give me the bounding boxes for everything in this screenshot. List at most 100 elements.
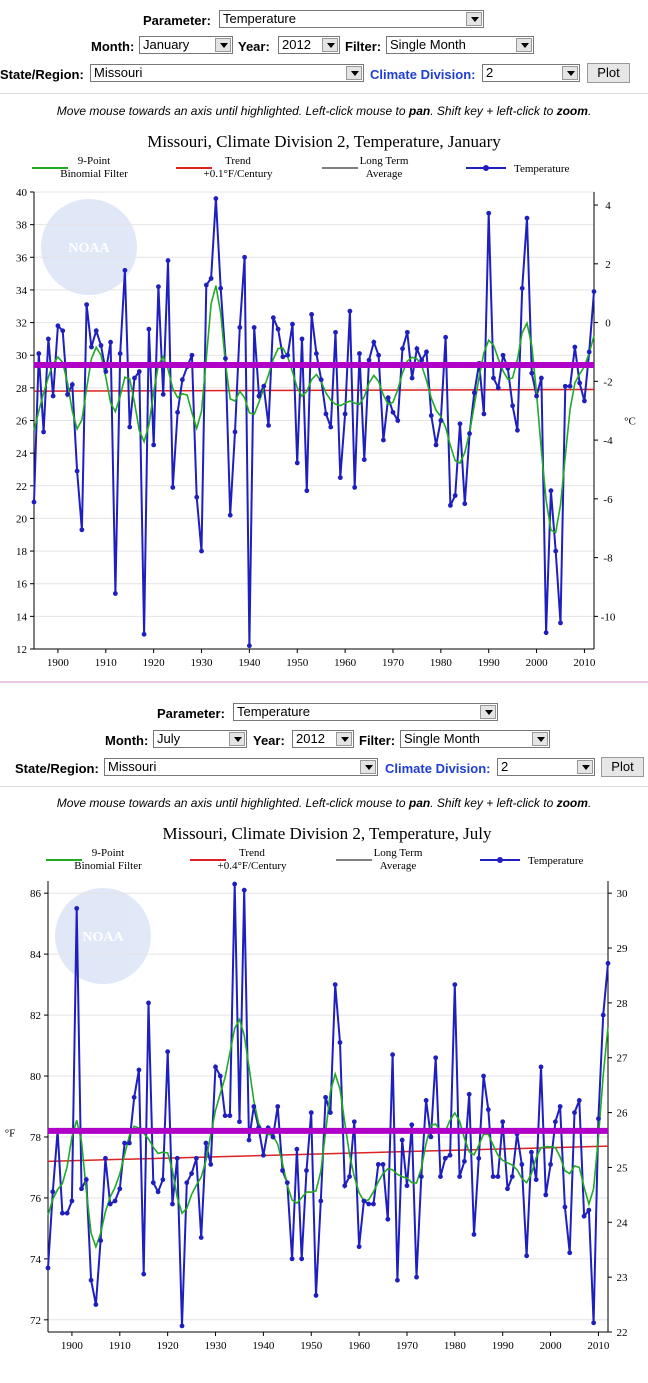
y-tick-label: 40 [16, 187, 28, 199]
division-select[interactable]: 2 [482, 64, 580, 82]
plot-button[interactable]: Plot [601, 757, 644, 777]
temperature-point [242, 254, 247, 260]
temperature-point [280, 1168, 285, 1173]
temperature-point [299, 336, 305, 342]
temperature-point [567, 1250, 573, 1256]
legend-filter-label: 9-Point [92, 847, 124, 859]
temperature-point [184, 1180, 190, 1186]
temperature-point [534, 393, 539, 399]
legend-temperature-marker [497, 857, 503, 863]
state-select[interactable]: Missouri [90, 64, 364, 82]
parameter-select[interactable]: Temperature [233, 703, 498, 721]
x-tick-label: 2000 [526, 657, 549, 669]
january-chart[interactable]: Missouri, Climate Division 2, Temperatur… [0, 123, 648, 683]
temperature-point [122, 267, 128, 273]
x-tick-label: 1970 [396, 1340, 419, 1352]
temperature-point [361, 1198, 367, 1204]
year-value: 2012 [296, 731, 325, 746]
temperature-point [533, 1177, 539, 1183]
plot-button[interactable]: Plot [587, 63, 630, 83]
temperature-point [284, 1180, 290, 1186]
month-select[interactable]: July [153, 730, 247, 748]
x-tick-label: 1940 [238, 657, 261, 669]
temperature-line [33, 198, 595, 646]
july-chart[interactable]: Missouri, Climate Division 2, Temperatur… [0, 813, 648, 1383]
year-select[interactable]: 2012 [292, 730, 354, 748]
y2-tick-label: -10 [601, 611, 616, 623]
temperature-point [438, 1174, 443, 1179]
temperature-point [509, 1174, 515, 1179]
y2-tick-label: 2 [605, 259, 611, 271]
y-tick-label: 22 [16, 481, 27, 493]
temperature-point [156, 284, 161, 290]
temperature-point [136, 369, 142, 374]
temperature-point [150, 1180, 156, 1186]
y-axis-label: °F [5, 1128, 16, 1140]
temperature-point [414, 346, 420, 352]
temperature-point [352, 485, 358, 490]
temperature-point [232, 429, 238, 435]
temperature-point [218, 285, 224, 291]
temperature-point [510, 403, 516, 409]
filter-select[interactable]: Single Month [386, 36, 534, 54]
division-select[interactable]: 2 [497, 758, 595, 776]
temperature-point [89, 344, 94, 350]
temperature-point [452, 493, 458, 498]
temperature-point [371, 339, 377, 345]
temperature-point [84, 302, 90, 308]
y2-tick-label: 0 [605, 318, 611, 330]
y2-tick-label: 27 [617, 1053, 629, 1065]
temperature-point [31, 499, 37, 505]
state-select[interactable]: Missouri [104, 758, 378, 776]
temperature-point [213, 196, 219, 201]
temperature-point [404, 1183, 410, 1189]
y2-tick-label: -2 [603, 376, 612, 388]
temperature-point [491, 375, 496, 381]
dropdown-arrow-icon [577, 760, 593, 774]
filter-select[interactable]: Single Month [400, 730, 550, 748]
dropdown-arrow-icon [215, 38, 231, 52]
state-label: State/Region: [15, 761, 99, 776]
temperature-point [375, 1161, 381, 1167]
parameter-select[interactable]: Temperature [219, 10, 484, 28]
temperature-point [112, 1198, 118, 1204]
state-value: Missouri [94, 65, 143, 80]
temperature-point [69, 382, 75, 387]
year-select[interactable]: 2012 [278, 36, 340, 54]
trend-line [33, 388, 595, 392]
temperature-point [538, 1064, 544, 1070]
temperature-point [313, 351, 319, 356]
temperature-point [323, 411, 329, 417]
temperature-point [256, 393, 262, 399]
temperature-point [414, 1274, 419, 1280]
legend-temperature-label: Temperature [528, 855, 584, 867]
y-tick-label: 24 [16, 448, 28, 460]
y-tick-label: 32 [16, 318, 27, 330]
month-value: July [157, 731, 181, 746]
temperature-point [366, 357, 372, 363]
temperature-point [88, 1277, 94, 1283]
x-tick-label: 1910 [95, 657, 118, 669]
temperature-point [270, 315, 276, 321]
legend-filter-label: Binomial Filter [60, 168, 128, 180]
instructions-text: . [587, 796, 592, 810]
legend-trend-label: Trend [225, 155, 251, 167]
temperature-point [361, 457, 367, 463]
dropdown-arrow-icon [480, 705, 496, 719]
temperature-point [486, 210, 492, 216]
month-select[interactable]: January [139, 36, 233, 54]
temperature-point [471, 390, 477, 396]
y-tick-label: 82 [30, 1010, 41, 1022]
division-value: 2 [501, 759, 509, 774]
temperature-point [141, 1271, 147, 1277]
temperature-point [165, 258, 171, 263]
temperature-point [294, 1146, 300, 1152]
instructions-text: Move mouse towards an axis until highlig… [56, 104, 409, 118]
temperature-point [543, 630, 549, 636]
parameter-label: Parameter: [157, 706, 225, 721]
temperature-point [490, 1174, 496, 1179]
temperature-point [251, 1104, 257, 1109]
temperature-point [586, 349, 592, 355]
instructions-text: Move mouse towards an axis until highlig… [56, 796, 409, 810]
temperature-point [495, 385, 501, 391]
